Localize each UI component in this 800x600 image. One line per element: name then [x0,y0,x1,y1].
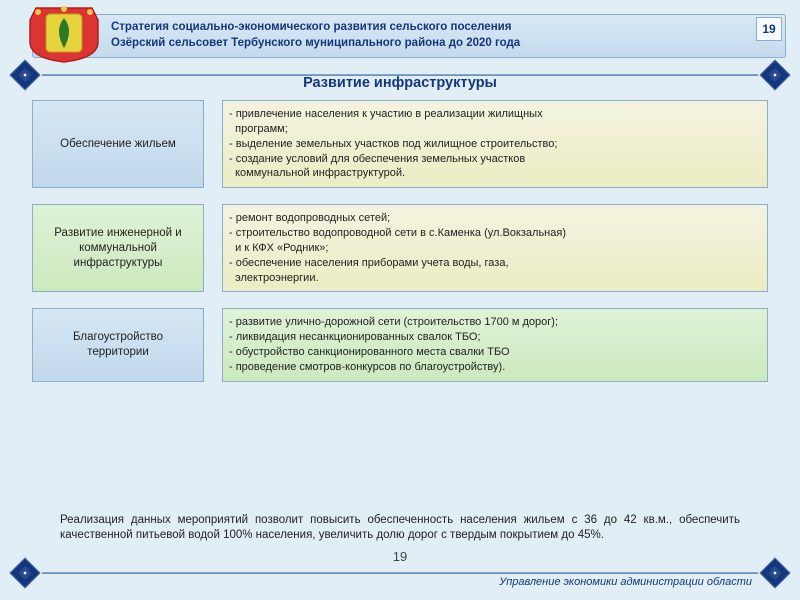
page-number-box: 19 [756,17,782,41]
row-right-content: - привлечение населения к участию в реал… [222,100,768,188]
header-title: Стратегия социально-экономического разви… [111,20,755,51]
content-row: Благоустройство территории- развитие ули… [32,308,768,381]
page-number: 19 [762,22,775,36]
row-right-content: - развитие улично-дорожной сети (строите… [222,308,768,381]
divider-bottom [42,572,758,574]
content-rows: Обеспечение жильем- привлечение населени… [32,100,768,398]
summary-text: Реализация данных мероприятий позволит п… [60,513,740,544]
header-bar: Стратегия социально-экономического разви… [32,14,786,58]
footer-text: Управление экономики администрации облас… [499,576,752,588]
content-row: Развитие инженерной и коммунальной инфра… [32,204,768,292]
row-left-label: Благоустройство территории [32,308,204,381]
section-title: Развитие инфраструктуры [0,75,800,91]
row-left-label: Развитие инженерной и коммунальной инфра… [32,204,204,292]
row-right-content: - ремонт водопроводных сетей; - строител… [222,204,768,292]
content-row: Обеспечение жильем- привлечение населени… [32,100,768,188]
coat-of-arms-icon [28,6,100,64]
header-line2: Озёрский сельсовет Тербунского муниципал… [111,37,520,49]
slide-number: 19 [0,549,800,564]
row-left-label: Обеспечение жильем [32,100,204,188]
header-line1: Стратегия социально-экономического разви… [111,21,511,33]
